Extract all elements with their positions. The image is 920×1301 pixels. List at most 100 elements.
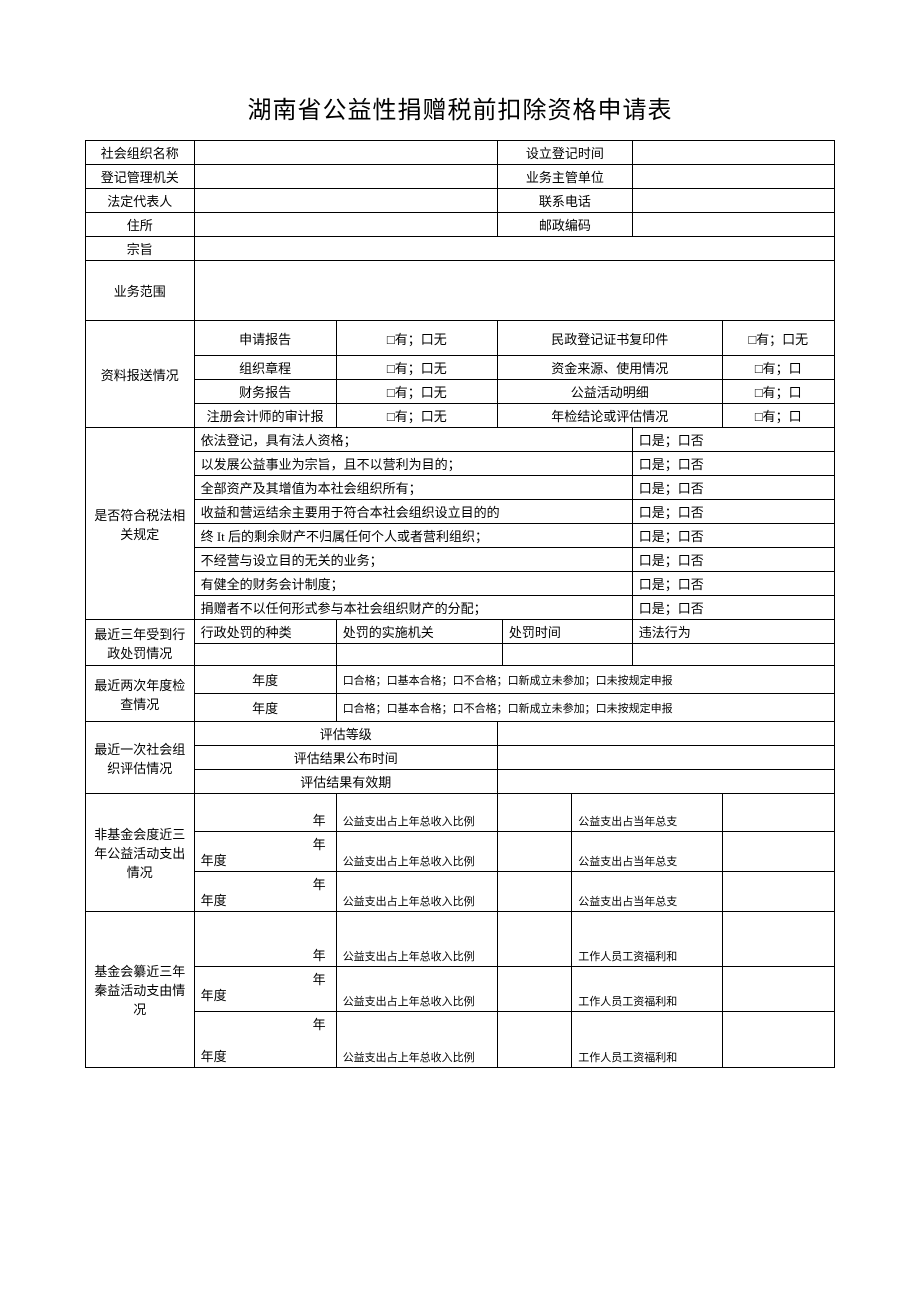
field-penalty-agency[interactable] (336, 644, 502, 666)
comp-check-2[interactable]: 口是；口否 (632, 452, 834, 476)
comp-check-4[interactable]: 口是；口否 (632, 500, 834, 524)
label-non-foundation: 非基金会度近三年公益活动支出情况 (86, 794, 195, 912)
comp-check-3[interactable]: 口是；口否 (632, 476, 834, 500)
comp-check-1[interactable]: 口是；口否 (632, 428, 834, 452)
comp-item-5: 终 It 后的剩余财产不归属任何个人或者营利组织； (194, 524, 632, 548)
field-phone[interactable] (632, 189, 834, 213)
label-penalty-time: 处罚时间 (502, 620, 632, 644)
field-org-name[interactable] (194, 141, 497, 165)
f-ratio-label-3: 公益支出占上年总收入比例 (336, 1012, 497, 1068)
label-biz-unit: 业务主管单位 (497, 165, 632, 189)
nf-exp-label-2: 公益支出占当年总支 (572, 832, 722, 872)
label-biz-scope: 业务范围 (86, 261, 195, 321)
field-penalty-time[interactable] (502, 644, 632, 666)
nf-year-3[interactable]: 年年度 (194, 872, 336, 912)
field-eval-pubtime[interactable] (497, 746, 834, 770)
check-insp-conclusion[interactable]: □有；口 (722, 404, 834, 428)
label-inspection: 最近两次年度检查情况 (86, 666, 195, 722)
comp-check-7[interactable]: 口是；口否 (632, 572, 834, 596)
field-eval-validity[interactable] (497, 770, 834, 794)
check-year-2[interactable]: 口合格；口基本合格；口不合格；口新成立未参加；口未按规定申报 (336, 694, 834, 722)
label-insp-conclusion: 年检结论或评估情况 (497, 404, 722, 428)
field-penalty-type[interactable] (194, 644, 336, 666)
label-phone: 联系电话 (497, 189, 632, 213)
nf-year-2[interactable]: 年年度 (194, 832, 336, 872)
label-fund-usage: 资金来源、使用情况 (497, 356, 722, 380)
f-year-3[interactable]: 年年度 (194, 1012, 336, 1068)
label-audit-report: 注册会计师的审计报 (194, 404, 336, 428)
label-cert: 民政登记证书复印件 (497, 321, 722, 356)
f-welfare-label-2: 工作人员工资福利和 (572, 967, 722, 1012)
f-ratio-val-1[interactable] (497, 912, 571, 967)
check-fund-usage[interactable]: □有；口 (722, 356, 834, 380)
label-year-1: 年度 (194, 666, 336, 694)
label-submission: 资料报送情况 (86, 321, 195, 428)
label-fin-report: 财务报告 (194, 380, 336, 404)
label-purpose: 宗旨 (86, 237, 195, 261)
field-biz-scope[interactable] (194, 261, 834, 321)
label-reg-time: 设立登记时间 (497, 141, 632, 165)
label-foundation: 基金会纂近三年秦益活动支由情况 (86, 912, 195, 1068)
label-postcode: 邮政编码 (497, 213, 632, 237)
field-eval-grade[interactable] (497, 722, 834, 746)
nf-exp-label-1: 公益支出占当年总支 (572, 794, 722, 832)
nf-year-1[interactable]: 年 (194, 794, 336, 832)
label-legal-rep: 法定代表人 (86, 189, 195, 213)
label-charter: 组织章程 (194, 356, 336, 380)
field-reg-authority[interactable] (194, 165, 497, 189)
comp-check-8[interactable]: 口是；口否 (632, 596, 834, 620)
f-welfare-label-3: 工作人员工资福利和 (572, 1012, 722, 1068)
comp-item-1: 依法登记，具有法人资格； (194, 428, 632, 452)
f-ratio-label-1: 公益支出占上年总收入比例 (336, 912, 497, 967)
comp-item-2: 以发展公益事业为宗旨，且不以营利为目的； (194, 452, 632, 476)
nf-exp-label-3: 公益支出占当年总支 (572, 872, 722, 912)
nf-ratio-val-2[interactable] (497, 832, 571, 872)
check-charter[interactable]: □有；口无 (336, 356, 497, 380)
comp-item-4: 收益和营运结余主要用于符合本社会组织设立目的的 (194, 500, 632, 524)
nf-exp-val-2[interactable] (722, 832, 834, 872)
label-activity-detail: 公益活动明细 (497, 380, 722, 404)
label-address: 住所 (86, 213, 195, 237)
label-evaluation: 最近一次社会组织评估情况 (86, 722, 195, 794)
comp-check-5[interactable]: 口是；口否 (632, 524, 834, 548)
f-welfare-val-2[interactable] (722, 967, 834, 1012)
check-fin-report[interactable]: □有；口无 (336, 380, 497, 404)
label-eval-validity: 评估结果有效期 (194, 770, 497, 794)
form-title: 湖南省公益性捐赠税前扣除资格申请表 (85, 90, 835, 125)
comp-item-8: 捐赠者不以任何形式参与本社会组织财产的分配； (194, 596, 632, 620)
field-legal-rep[interactable] (194, 189, 497, 213)
label-eval-pubtime: 评估结果公布时间 (194, 746, 497, 770)
check-report[interactable]: □有；口无 (336, 321, 497, 356)
label-report: 申请报告 (194, 321, 336, 356)
check-audit-report[interactable]: □有；口无 (336, 404, 497, 428)
check-year-1[interactable]: 口合格；口基本合格；口不合格；口新成立未参加；口未按规定申报 (336, 666, 834, 694)
field-purpose[interactable] (194, 237, 834, 261)
nf-exp-val-1[interactable] (722, 794, 834, 832)
field-penalty-violation[interactable] (632, 644, 834, 666)
check-activity-detail[interactable]: □有；口 (722, 380, 834, 404)
f-ratio-val-2[interactable] (497, 967, 571, 1012)
nf-exp-val-3[interactable] (722, 872, 834, 912)
f-welfare-label-1: 工作人员工资福利和 (572, 912, 722, 967)
check-cert[interactable]: □有；口无 (722, 321, 834, 356)
nf-ratio-label-3: 公益支出占上年总收入比例 (336, 872, 497, 912)
field-address[interactable] (194, 213, 497, 237)
f-welfare-val-3[interactable] (722, 1012, 834, 1068)
label-org-name: 社会组织名称 (86, 141, 195, 165)
f-ratio-val-3[interactable] (497, 1012, 571, 1068)
field-postcode[interactable] (632, 213, 834, 237)
f-year-2[interactable]: 年年度 (194, 967, 336, 1012)
f-welfare-val-1[interactable] (722, 912, 834, 967)
label-penalty-agency: 处罚的实施机关 (336, 620, 502, 644)
nf-ratio-val-1[interactable] (497, 794, 571, 832)
field-reg-time[interactable] (632, 141, 834, 165)
label-penalty-violation: 违法行为 (632, 620, 834, 644)
label-compliance: 是否符合税法相关规定 (86, 428, 195, 620)
label-eval-grade: 评估等级 (194, 722, 497, 746)
comp-item-6: 不经营与设立目的无关的业务； (194, 548, 632, 572)
field-biz-unit[interactable] (632, 165, 834, 189)
comp-check-6[interactable]: 口是；口否 (632, 548, 834, 572)
label-reg-authority: 登记管理机关 (86, 165, 195, 189)
nf-ratio-val-3[interactable] (497, 872, 571, 912)
f-year-1[interactable]: 年 (194, 912, 336, 967)
